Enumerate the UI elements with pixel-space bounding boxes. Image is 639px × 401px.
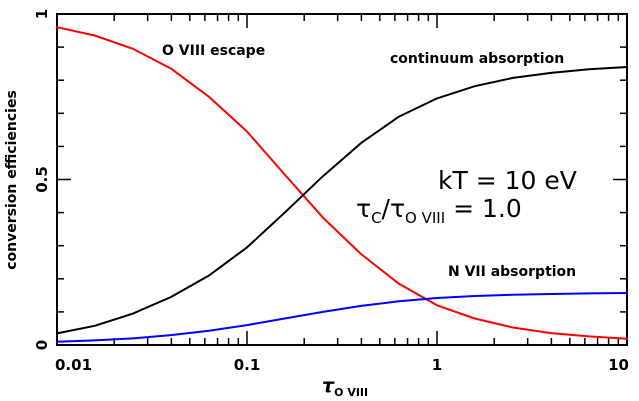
axis-ticks [56,13,628,346]
y-tick-label: 1 [33,9,51,19]
y-tick-label: 0 [33,340,51,350]
tau-ratio-annotation: τC/τO VIII = 1.0 [356,194,522,227]
axis-tick-labels: 0.01 0.1 1 10 0 0.5 1 [33,9,629,374]
x-tick-label: 0.01 [55,356,92,374]
series-label-continuum-absorption: continuum absorption [390,51,564,67]
x-axis-label: τO VIII [322,375,368,399]
y-tick-label: 0.5 [33,166,51,193]
x-tick-label: 1 [432,356,442,374]
x-tick-label: 0.1 [234,356,261,374]
series-line-o-viii-escape [56,26,628,340]
series-line-continuum-absorption [56,66,628,335]
series-line-n-vii-absorption [56,292,628,343]
kt-annotation: kT = 10 eV [438,166,577,195]
series-label-oviii-escape: O VIII escape [162,43,265,59]
y-axis-label: conversion efficiencies [4,90,20,270]
series-label-nvii-absorption: N VII absorption [448,264,576,280]
x-tick-label: 10 [608,356,629,374]
data-series [56,26,628,343]
